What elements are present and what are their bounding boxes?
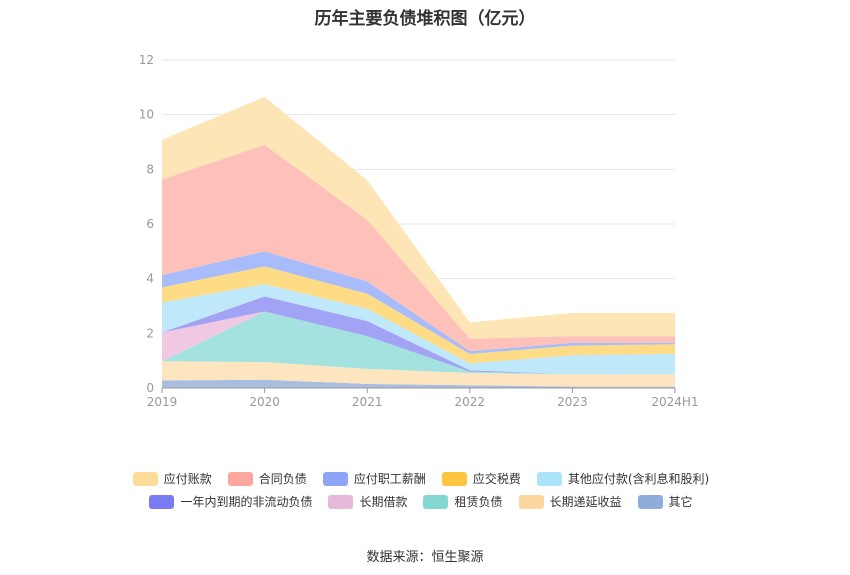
legend-swatch	[149, 494, 175, 509]
legend-row-1: 应付账款 合同负债 应付职工薪酬 应交税费 其他应付款(含利息和股利)	[0, 470, 850, 487]
x-tick-label: 2021	[352, 395, 383, 409]
legend-item-lease-liabilities[interactable]: 租赁负债	[423, 493, 503, 510]
chart-title: 历年主要负债堆积图（亿元）	[314, 9, 536, 29]
area-series[interactable]	[162, 296, 675, 375]
legend-swatch	[132, 471, 158, 486]
stacked-areas	[162, 96, 675, 388]
legend-item-accounts-payable[interactable]: 应付账款	[132, 470, 212, 487]
legend-label: 其它	[668, 495, 693, 509]
legend-swatch	[328, 494, 354, 509]
legend-label: 应付职工薪酬	[353, 472, 426, 486]
legend-swatch	[227, 471, 253, 486]
legend-item-deferred-income[interactable]: 长期递延收益	[518, 493, 622, 510]
legend-item-employee-pay[interactable]: 应付职工薪酬	[322, 470, 426, 487]
legend-label: 一年内到期的非流动负债	[180, 495, 313, 509]
legend-label: 长期递延收益	[549, 495, 622, 509]
y-tick-label: 0	[146, 381, 154, 395]
legend-swatch	[536, 471, 562, 486]
y-tick-label: 2	[146, 326, 154, 340]
area-series[interactable]	[162, 144, 675, 352]
legend-item-current-noncurrent[interactable]: 一年内到期的非流动负债	[149, 493, 312, 510]
x-tick-label: 2020	[249, 395, 280, 409]
legend-item-taxes-payable[interactable]: 应交税费	[441, 470, 521, 487]
legend-swatch	[423, 494, 449, 509]
y-tick-label: 4	[146, 272, 154, 286]
legend-swatch	[322, 471, 348, 486]
area-series[interactable]	[162, 266, 675, 364]
area-series[interactable]	[162, 284, 675, 375]
legend-item-long-term-loans[interactable]: 长期借款	[328, 493, 407, 510]
legend-label: 合同负债	[258, 472, 307, 486]
legend-swatch	[518, 494, 544, 509]
legend-label: 租赁负债	[454, 495, 503, 509]
x-tick-label: 2023	[557, 395, 588, 409]
legend-label: 应交税费	[472, 472, 521, 486]
legend: 应付账款 合同负债 应付职工薪酬 应交税费 其他应付款(含利息和股利) 一年内到…	[0, 470, 850, 516]
y-tick-label: 10	[139, 108, 154, 122]
axes: 0 2 4 6 8 10 12 2019 2020 2021 2022 2023 2024H1	[139, 53, 699, 409]
legend-swatch	[441, 471, 467, 486]
x-tick-label: 2019	[147, 395, 178, 409]
legend-label: 其他应付款(含利息和股利)	[567, 472, 710, 486]
legend-item-other-payables[interactable]: 其他应付款(含利息和股利)	[536, 470, 710, 487]
area-series[interactable]	[162, 361, 675, 387]
area-series[interactable]	[162, 311, 675, 375]
legend-item-contract-liabilities[interactable]: 合同负债	[227, 470, 307, 487]
x-tick-label: 2024H1	[651, 395, 698, 409]
area-series[interactable]	[162, 251, 675, 354]
legend-label: 长期借款	[359, 495, 408, 509]
y-tick-label: 12	[139, 53, 154, 67]
legend-swatch	[637, 494, 663, 509]
legend-row-2: 一年内到期的非流动负债 长期借款 租赁负债 长期递延收益 其它	[0, 493, 850, 510]
area-series[interactable]	[162, 96, 675, 339]
x-tick-label: 2022	[455, 395, 486, 409]
legend-label: 应付账款	[163, 472, 212, 486]
y-tick-label: 8	[146, 162, 154, 176]
legend-item-other[interactable]: 其它	[637, 493, 693, 510]
data-source-note: 数据来源：恒生聚源	[366, 550, 484, 565]
y-tick-label: 6	[146, 217, 154, 231]
area-series[interactable]	[162, 379, 675, 388]
